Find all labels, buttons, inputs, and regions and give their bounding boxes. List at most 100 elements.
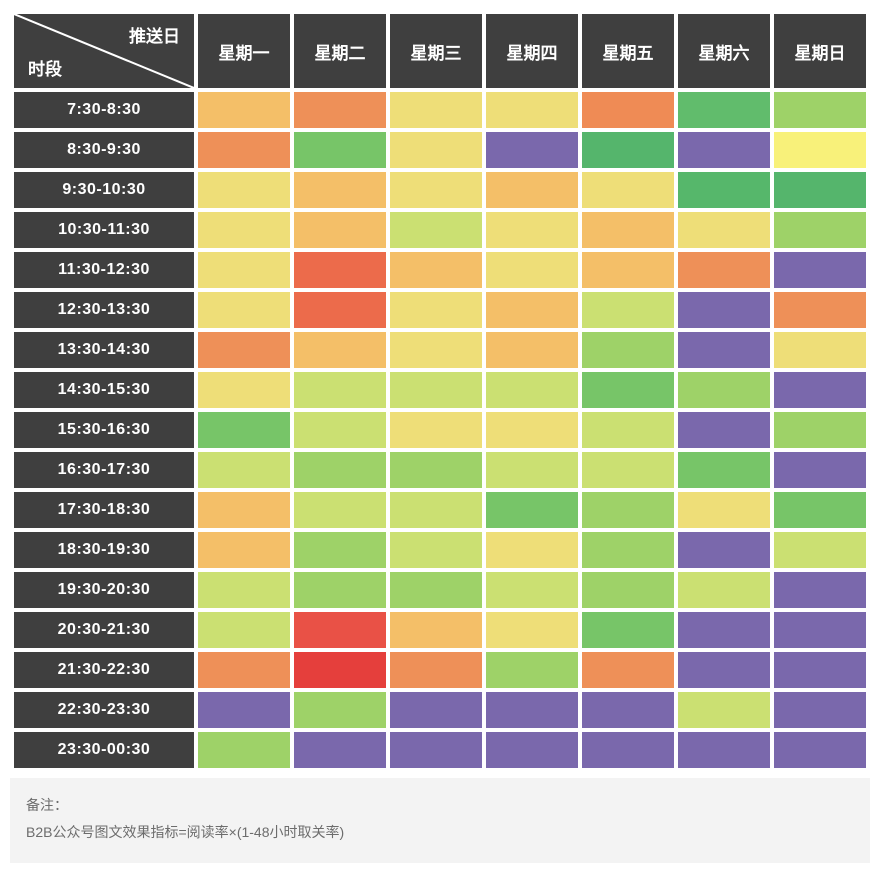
heatmap-cell bbox=[582, 412, 674, 448]
heatmap-cell bbox=[486, 572, 578, 608]
timeslot-label: 21:30-22:30 bbox=[14, 652, 194, 688]
heatmap-cell bbox=[198, 652, 290, 688]
timeslot-label: 8:30-9:30 bbox=[14, 132, 194, 168]
timeslot-label: 13:30-14:30 bbox=[14, 332, 194, 368]
heatmap-container: 推送日 时段 星期一星期二星期三星期四星期五星期六星期日 7:30-8:308:… bbox=[10, 10, 870, 863]
timeslot-label: 10:30-11:30 bbox=[14, 212, 194, 248]
day-header: 星期五 bbox=[582, 14, 674, 88]
heatmap-cell bbox=[198, 732, 290, 768]
heatmap-cell bbox=[486, 492, 578, 528]
heatmap-cell bbox=[390, 292, 482, 328]
heatmap-cell bbox=[486, 372, 578, 408]
table-row: 10:30-11:30 bbox=[14, 212, 866, 248]
heatmap-cell bbox=[678, 132, 770, 168]
heatmap-cell bbox=[294, 572, 386, 608]
heatmap-cell bbox=[198, 412, 290, 448]
table-row: 8:30-9:30 bbox=[14, 132, 866, 168]
heatmap-cell bbox=[582, 172, 674, 208]
heatmap-cell bbox=[774, 692, 866, 728]
heatmap-cell bbox=[486, 612, 578, 648]
heatmap-cell bbox=[774, 252, 866, 288]
heatmap-cell bbox=[486, 532, 578, 568]
heatmap-cell bbox=[678, 412, 770, 448]
heatmap-cell bbox=[774, 732, 866, 768]
heatmap-cell bbox=[486, 452, 578, 488]
timeslot-label: 15:30-16:30 bbox=[14, 412, 194, 448]
heatmap-cell bbox=[678, 372, 770, 408]
heatmap-cell bbox=[774, 452, 866, 488]
heatmap-cell bbox=[198, 292, 290, 328]
heatmap-cell bbox=[678, 652, 770, 688]
heatmap-cell bbox=[486, 332, 578, 368]
heatmap-cell bbox=[390, 612, 482, 648]
heatmap-cell bbox=[678, 572, 770, 608]
heatmap-cell bbox=[486, 412, 578, 448]
heatmap-cell bbox=[774, 412, 866, 448]
heatmap-cell bbox=[390, 652, 482, 688]
heatmap-cell bbox=[678, 212, 770, 248]
heatmap-cell bbox=[582, 612, 674, 648]
heatmap-cell bbox=[582, 732, 674, 768]
heatmap-cell bbox=[294, 492, 386, 528]
heatmap-cell bbox=[294, 332, 386, 368]
heatmap-cell bbox=[582, 372, 674, 408]
heatmap-cell bbox=[486, 132, 578, 168]
heatmap-cell bbox=[198, 92, 290, 128]
heatmap-cell bbox=[198, 692, 290, 728]
heatmap-cell bbox=[678, 732, 770, 768]
heatmap-cell bbox=[294, 132, 386, 168]
footnote: 备注： B2B公众号图文效果指标=阅读率×(1-48小时取关率) bbox=[10, 778, 870, 863]
heatmap-cell bbox=[774, 172, 866, 208]
table-row: 16:30-17:30 bbox=[14, 452, 866, 488]
heatmap-cell bbox=[294, 452, 386, 488]
heatmap-cell bbox=[294, 252, 386, 288]
heatmap-cell bbox=[486, 92, 578, 128]
heatmap-cell bbox=[390, 492, 482, 528]
heatmap-cell bbox=[294, 692, 386, 728]
heatmap-cell bbox=[678, 612, 770, 648]
heatmap-cell bbox=[198, 252, 290, 288]
heatmap-cell bbox=[774, 212, 866, 248]
heatmap-cell bbox=[198, 452, 290, 488]
heatmap-cell bbox=[774, 652, 866, 688]
table-row: 23:30-00:30 bbox=[14, 732, 866, 768]
heatmap-cell bbox=[390, 332, 482, 368]
timeslot-label: 14:30-15:30 bbox=[14, 372, 194, 408]
heatmap-cell bbox=[198, 172, 290, 208]
heatmap-cell bbox=[390, 172, 482, 208]
heatmap-cell bbox=[774, 492, 866, 528]
heatmap-cell bbox=[678, 532, 770, 568]
timeslot-label: 17:30-18:30 bbox=[14, 492, 194, 528]
heatmap-cell bbox=[582, 332, 674, 368]
heatmap-cell bbox=[678, 692, 770, 728]
heatmap-cell bbox=[390, 732, 482, 768]
timeslot-label: 7:30-8:30 bbox=[14, 92, 194, 128]
heatmap-cell bbox=[390, 132, 482, 168]
heatmap-cell bbox=[294, 532, 386, 568]
heatmap-cell bbox=[678, 492, 770, 528]
table-row: 11:30-12:30 bbox=[14, 252, 866, 288]
heatmap-cell bbox=[486, 172, 578, 208]
heatmap-cell bbox=[390, 452, 482, 488]
corner-col-label: 推送日 bbox=[129, 22, 180, 47]
heatmap-cell bbox=[582, 572, 674, 608]
heatmap-cell bbox=[774, 532, 866, 568]
heatmap-cell bbox=[390, 692, 482, 728]
heatmap-cell bbox=[294, 412, 386, 448]
heatmap-cell bbox=[582, 292, 674, 328]
heatmap-cell bbox=[198, 612, 290, 648]
heatmap-cell bbox=[294, 92, 386, 128]
heatmap-cell bbox=[678, 172, 770, 208]
footnote-line2: B2B公众号图文效果指标=阅读率×(1-48小时取关率) bbox=[26, 819, 854, 846]
heatmap-cell bbox=[582, 252, 674, 288]
heatmap-cell bbox=[582, 492, 674, 528]
heatmap-cell bbox=[198, 212, 290, 248]
heatmap-cell bbox=[678, 92, 770, 128]
heatmap-cell bbox=[198, 372, 290, 408]
heatmap-cell bbox=[390, 372, 482, 408]
timeslot-label: 19:30-20:30 bbox=[14, 572, 194, 608]
heatmap-cell bbox=[390, 572, 482, 608]
day-header: 星期一 bbox=[198, 14, 290, 88]
table-row: 7:30-8:30 bbox=[14, 92, 866, 128]
table-row: 18:30-19:30 bbox=[14, 532, 866, 568]
